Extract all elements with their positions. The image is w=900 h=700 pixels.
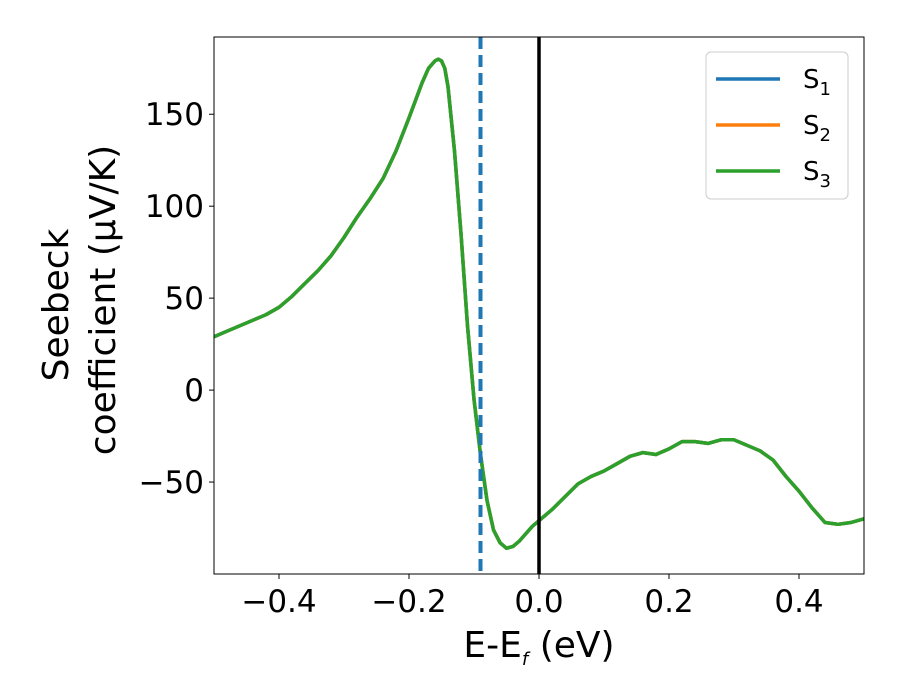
legend-label-s3: S3 [803,157,831,192]
legend-label-s2: S2 [803,111,831,146]
x-tick-label: −0.4 [241,584,316,620]
y-tick-label: 50 [165,281,204,317]
x-axis-title: E-Ef (eV) [463,625,614,670]
y-tick-label: 100 [145,189,204,225]
series-line-s3 [214,57,864,551]
y-axis-title-line1: Seebeck [36,228,77,381]
x-axis-title-unit: (eV) [528,625,614,666]
y-tick-label: 150 [145,97,204,133]
legend: S1 S2 S3 [705,51,849,200]
y-tick-label: −50 [139,465,204,501]
y-axis-title-line2: coefficient (μV/K) [83,145,124,455]
x-tick-label: 0.2 [644,584,693,620]
plot-area [214,37,864,574]
x-tick-label: 0.4 [774,584,823,620]
y-axis: −50 0 50 100 150 [139,97,214,501]
x-axis-title-subscript: f [522,649,531,670]
x-tick-label: −0.2 [371,584,446,620]
x-tick-label: 0.0 [514,584,563,620]
y-tick-label: 0 [184,373,204,409]
legend-label-s1: S1 [803,65,831,100]
x-axis-title-main: E-E [463,625,521,666]
x-axis: −0.4 −0.2 0.0 0.2 0.4 [241,574,824,620]
